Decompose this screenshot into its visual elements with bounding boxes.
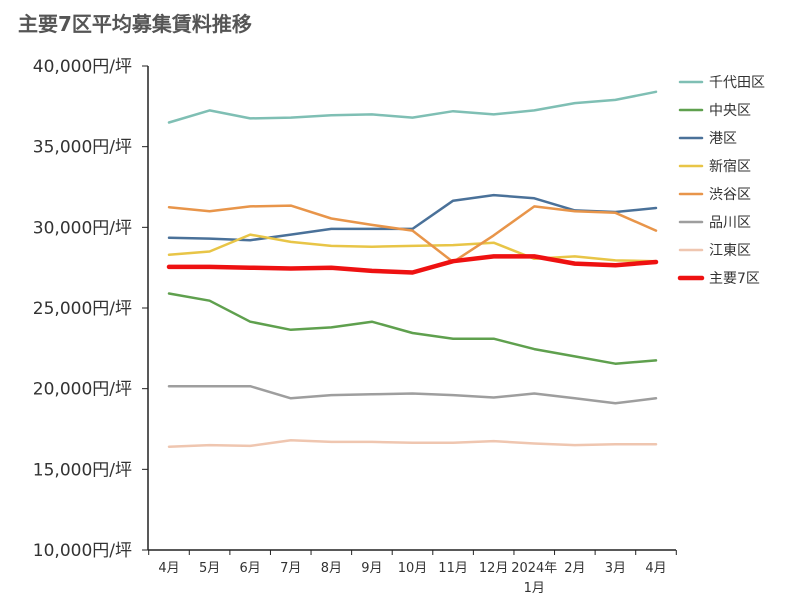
y-axis-ticks: 10,000円/坪 15,000円/坪 20,000円/坪 25,000円/坪 30,0… (33, 57, 148, 561)
y-tick-label: 10,000円/坪 (33, 541, 132, 561)
x-tick-label: 12月 (479, 561, 509, 576)
x-tick-label: 7月 (280, 561, 301, 576)
y-tick-label: 15,000円/坪 (33, 460, 132, 480)
legend-label: 品川区 (709, 215, 751, 231)
y-tick-label: 20,000円/坪 (33, 380, 132, 400)
x-tick-label: 3月 (605, 561, 626, 576)
x-tick-label: 10月 (398, 561, 428, 576)
legend-label: 千代田区 (709, 75, 765, 91)
x-tick-label: 11月 (438, 561, 468, 576)
y-tick-label: 35,000円/坪 (33, 138, 132, 158)
x-tick-label: 2月 (564, 561, 585, 576)
series-line-5 (167, 384, 658, 405)
series-line-3 (167, 233, 658, 263)
x-tick-label: 8月 (321, 561, 342, 576)
x-tick-label: 9月 (361, 561, 382, 576)
legend-label: 主要7区 (709, 271, 760, 287)
chart-title: 主要7区平均募集賃料推移 (18, 12, 252, 36)
legend-label: 中央区 (709, 103, 751, 119)
legend-label: 渋谷区 (709, 187, 751, 203)
legend-label: 江東区 (709, 243, 751, 259)
series-lines (166, 90, 659, 448)
series-line-2 (167, 193, 658, 242)
series-line-7 (166, 254, 659, 275)
series-line-6 (167, 439, 658, 448)
x-tick-label: 4月 (645, 561, 666, 576)
x-axis-ticks: 4月 5月 6月 7月 8月 9月 10月 11月 12月 2024年 1月 2月 3月 4月 (148, 550, 677, 596)
y-tick-label: 25,000円/坪 (33, 299, 132, 319)
x-tick-label: 4月 (158, 561, 179, 576)
x-tick-label: 5月 (199, 561, 220, 576)
series-line-4 (167, 204, 658, 264)
x-tick-label: 2024年 (511, 561, 557, 576)
series-line-1 (167, 292, 658, 365)
series-line-0 (167, 90, 658, 124)
legend-label: 新宿区 (709, 158, 751, 175)
legend-label: 港区 (709, 131, 737, 147)
axes (147, 66, 676, 551)
x-tick-label: 1月 (524, 581, 545, 596)
y-tick-label: 30,000円/坪 (33, 218, 132, 238)
y-tick-label: 40,000円/坪 (33, 57, 132, 77)
x-tick-label: 6月 (240, 561, 261, 576)
